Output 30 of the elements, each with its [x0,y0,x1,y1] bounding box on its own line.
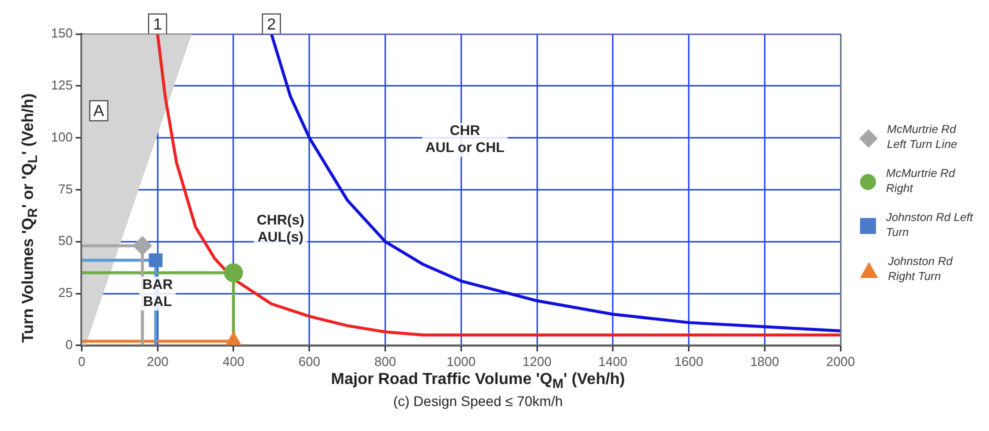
x-axis-title: Major Road Traffic Volume 'Q$_{M}$' (Veh/h) [330,371,626,392]
annotation: CHR AUL or CHL [425,122,505,156]
annotation: CHR(s) AUL(s) [256,212,304,245]
x-tick-label: 1800 [750,354,780,369]
x-tick-label: 0 [78,354,86,369]
y-tick-label: 75 [58,181,73,196]
x-tick-label: 1200 [522,354,552,369]
legend-label: Johnston Rd Left Turn [886,211,974,241]
x-tick-label: 1600 [674,354,704,369]
y-tick-label: 125 [50,77,73,92]
legend-label: McMurtrie Rd Right [886,167,956,197]
legend-label: McMurtrie Rd Left Turn Line [887,123,958,153]
x-tick-label: 800 [374,354,396,369]
x-tick-label: 2000 [826,354,855,369]
x-tick-label: 1400 [598,354,628,369]
y-tick-label: 0 [65,336,73,352]
annotation: A [93,103,104,120]
annotation: 2 [266,16,276,34]
y-tick-label: 25 [58,285,73,300]
annotation: BAR BAL [142,276,173,309]
x-tick-label: 1000 [446,354,476,369]
y-tick-label: 150 [50,26,73,41]
annotation: 1 [153,16,162,34]
x-tick-label: 400 [222,354,244,369]
y-tick-label: 100 [50,129,73,144]
legend-label: Johnston Rd Right Turn [888,255,954,285]
x-tick-label: 200 [146,354,168,369]
x-tick-label: 600 [298,354,320,369]
text: (c) Design Speed ≤ 70km/h [392,393,564,409]
y-tick-label: 50 [58,233,73,248]
